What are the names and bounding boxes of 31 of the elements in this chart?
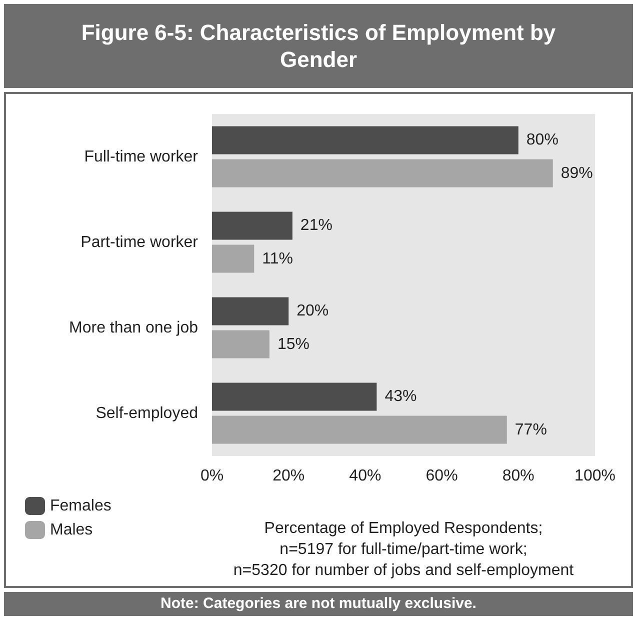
data-label: 89% — [560, 164, 593, 182]
x-tick-label: 100% — [574, 468, 616, 484]
y-tick-label: Self-employed — [96, 404, 198, 422]
data-label: 80% — [526, 132, 558, 149]
legend-label: Females — [50, 498, 112, 514]
y-tick-label: Part-time worker — [80, 234, 199, 251]
x-tick-label: 80% — [502, 468, 534, 484]
x-axis-title: Percentage of Employed Respondents; n=5197 for full-time/part-time work; n=5320 for number of jobs and self-employment — [233, 520, 574, 579]
data-label: 15% — [277, 336, 310, 353]
bar — [212, 416, 507, 444]
data-label: 11% — [262, 250, 293, 268]
bar — [212, 212, 292, 240]
x-tick-label: 40% — [349, 468, 382, 484]
data-label: 77% — [514, 421, 547, 438]
x-tick-label: 20% — [272, 468, 305, 484]
text: Note: Categories are not mutually exclusive. — [4, 592, 633, 616]
bar — [212, 297, 289, 326]
legend-label: Males — [50, 522, 93, 538]
bar — [212, 382, 377, 411]
bar — [212, 126, 518, 154]
bar — [212, 159, 553, 188]
data-label: 20% — [296, 302, 329, 320]
bar — [212, 244, 254, 273]
data-label: 21% — [300, 217, 332, 234]
y-tick-label: Full-time worker — [84, 148, 199, 166]
x-tick-label: 0% — [200, 468, 224, 484]
x-tick-label: 60% — [426, 468, 458, 484]
y-tick-label: More than one job — [69, 319, 198, 336]
data-label: 43% — [384, 388, 417, 406]
bar — [212, 330, 270, 358]
chart-title: Figure 6-5: Characteristics of Employment by Gender — [4, 4, 633, 88]
